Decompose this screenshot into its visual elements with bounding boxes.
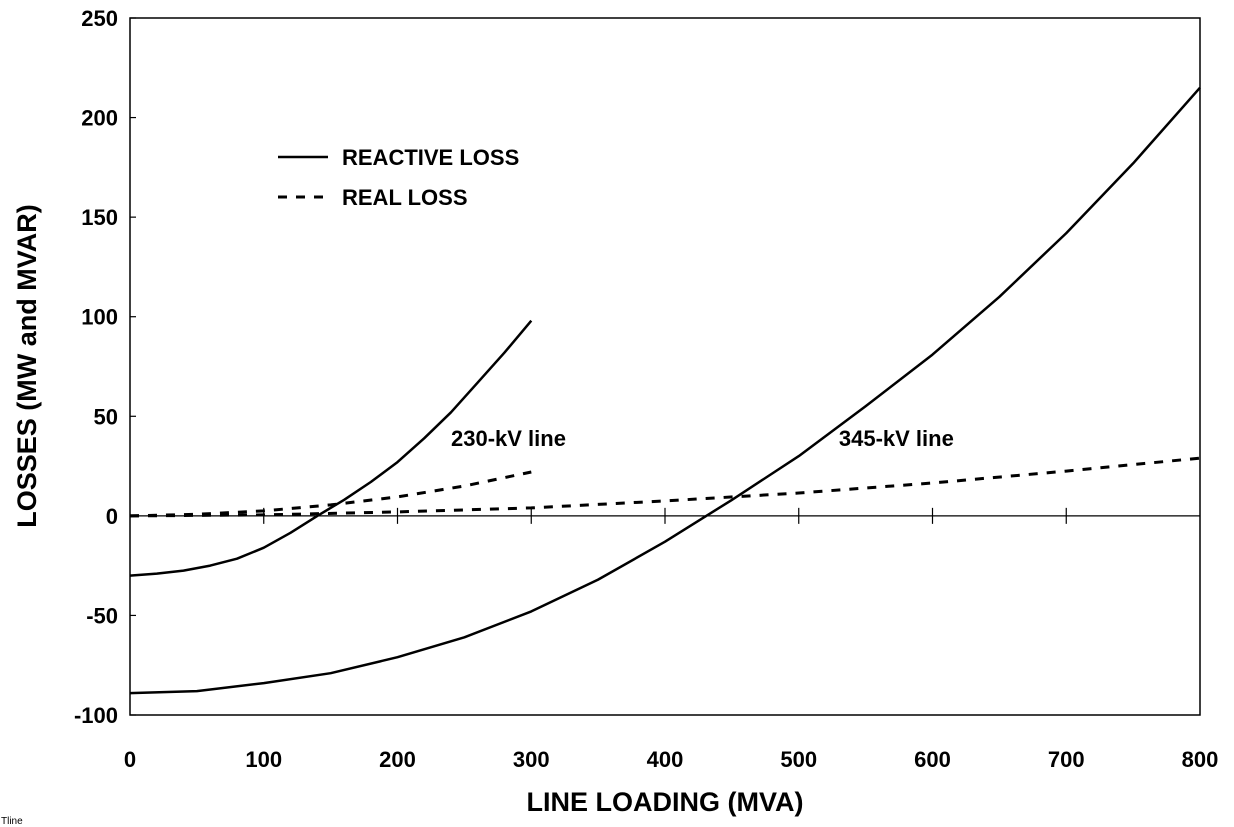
345kv-reactive-loss-line bbox=[129, 86, 1201, 695]
y-tick-label: 50 bbox=[94, 404, 118, 429]
230kv-reactive-loss-line bbox=[129, 319, 533, 577]
y-axis-title: LOSSES (MW and MVAR) bbox=[12, 204, 42, 528]
corner-label: Tline bbox=[1, 816, 23, 827]
legend: REACTIVE LOSS REAL LOSS bbox=[278, 145, 519, 210]
230kv-real-loss-line bbox=[129, 470, 532, 518]
series-annotation: 345-kV line bbox=[839, 426, 954, 451]
y-tick-label: 150 bbox=[81, 205, 118, 230]
annotations: 230-kV line 345-kV line bbox=[451, 426, 954, 451]
y-tick-label: 200 bbox=[81, 106, 118, 131]
x-tick-label: 600 bbox=[914, 747, 951, 772]
x-tick-label: 100 bbox=[245, 747, 282, 772]
x-tick-label: 300 bbox=[513, 747, 550, 772]
x-tick-label: 400 bbox=[647, 747, 684, 772]
legend-label: REACTIVE LOSS bbox=[342, 145, 519, 170]
y-tick-label: 0 bbox=[106, 504, 118, 529]
y-tick-label: 250 bbox=[81, 6, 118, 31]
x-tick-label: 200 bbox=[379, 747, 416, 772]
x-tick-label: 800 bbox=[1182, 747, 1219, 772]
x-tick-label: 0 bbox=[124, 747, 136, 772]
series-annotation: 230-kV line bbox=[451, 426, 566, 451]
x-tick-label: 500 bbox=[780, 747, 817, 772]
x-axis-title: LINE LOADING (MVA) bbox=[527, 787, 804, 817]
x-tick-label: 700 bbox=[1048, 747, 1085, 772]
345kv-real-loss-line bbox=[129, 456, 1201, 518]
y-tick-label: -100 bbox=[74, 703, 118, 728]
series-group bbox=[129, 86, 1201, 695]
plot-border bbox=[129, 17, 1201, 716]
axis-ticks: 0 100 200 300 400 500 600 700 800 -100 -50 0 50 100 15… bbox=[74, 6, 1218, 772]
y-tick-label: 100 bbox=[81, 305, 118, 330]
y-tick-label: -50 bbox=[86, 603, 118, 628]
legend-label: REAL LOSS bbox=[342, 185, 468, 210]
plot-frame bbox=[129, 17, 1201, 716]
